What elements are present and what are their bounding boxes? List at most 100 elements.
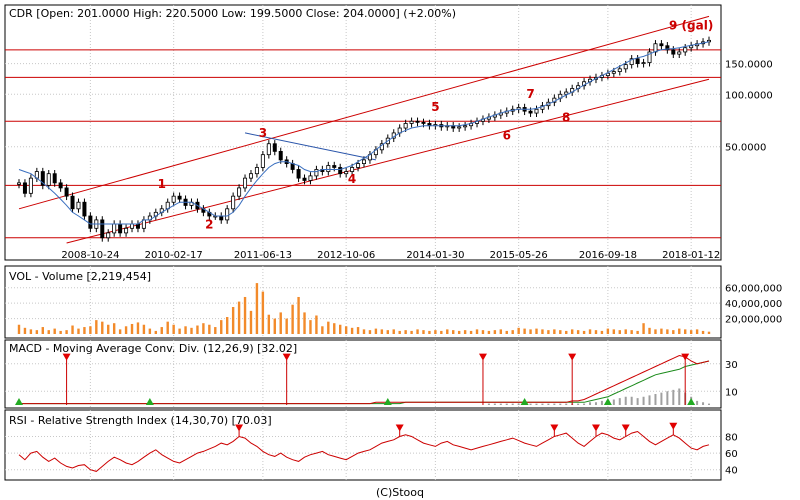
volume-bar [124, 326, 128, 334]
panel-frame-1 [4, 265, 722, 339]
volume-bar [440, 330, 443, 334]
candle-body [52, 173, 57, 184]
candle-body [605, 72, 610, 77]
macd-hist-bar [559, 403, 562, 405]
candle-body [231, 195, 236, 210]
rsi-signal-marker [669, 422, 678, 430]
volume-bar [237, 301, 241, 334]
candle-body [58, 182, 63, 189]
volume-bar [695, 329, 699, 334]
volume-bar [297, 296, 300, 334]
candle-body [641, 62, 646, 65]
volume-bar [374, 328, 378, 334]
macd-hist-bar [612, 399, 615, 405]
volume-bar [249, 310, 253, 334]
volume-panel-title: VOL - Volume [2,219,454] [9, 270, 151, 283]
volume-bar [166, 321, 169, 334]
macd-hist-bar [648, 395, 651, 405]
rsi-panel-title: RSI - Relative Strength Index (14,30,70)… [9, 414, 272, 427]
volume-bar [600, 330, 604, 334]
wave-label: 8 [562, 110, 570, 124]
candle-body [683, 47, 688, 53]
volume-bar [493, 330, 497, 334]
volume-bar [570, 329, 574, 334]
volume-bar [23, 327, 27, 334]
volume-bar [339, 324, 342, 334]
volume-bar [190, 327, 193, 334]
macd-hist-bar [666, 391, 669, 405]
volume-bar [160, 327, 163, 334]
wave-label: 5 [431, 100, 439, 114]
volume-bar [499, 329, 503, 334]
candle-body [671, 49, 676, 55]
candle-body [76, 201, 81, 210]
x-tick-label: 2012-10-06 [317, 250, 375, 261]
candle-body [314, 169, 319, 177]
volume-bar [107, 324, 110, 334]
volume-bar [547, 330, 550, 334]
y-tick-label: 50.0000 [725, 143, 766, 154]
volume-bar [95, 320, 98, 334]
volume-bar [315, 315, 318, 334]
volume-bar [136, 322, 140, 334]
volume-bar [565, 330, 568, 334]
volume-bar [416, 329, 419, 334]
volume-bar [672, 330, 675, 334]
macd-hist-bar [529, 403, 532, 405]
volume-bar [118, 329, 122, 334]
candle-body [409, 120, 414, 124]
volume-bar [214, 327, 217, 334]
wave-label: 4 [348, 172, 356, 186]
volume-bar [130, 323, 134, 334]
y-tick-label: 100.0000 [725, 90, 773, 101]
volume-bar [83, 327, 86, 334]
candle-body [350, 167, 355, 172]
volume-bar [684, 329, 687, 334]
volume-bar [446, 329, 449, 334]
panel-frame-3 [4, 409, 722, 481]
candle-body [28, 177, 33, 194]
candle-body [171, 195, 176, 203]
volume-bar [487, 330, 491, 334]
volume-bar [178, 328, 181, 334]
volume-bar [41, 327, 44, 334]
rsi-y-tick-label: 60 [725, 449, 738, 460]
macd-hist-bar [499, 403, 502, 405]
candle-body [243, 177, 248, 189]
candle-body [659, 43, 664, 47]
volume-bar [606, 328, 610, 334]
macd-hist-bar [660, 392, 663, 405]
volume-bar [428, 330, 431, 334]
candle-body [326, 165, 331, 172]
volume-bar [541, 329, 544, 334]
volume-bar [184, 326, 187, 334]
macd-hist-bar [678, 388, 681, 405]
macd-y-tick-label: 10 [725, 387, 738, 398]
candle-body [623, 64, 628, 70]
volume-bar [517, 327, 520, 334]
price-panel-title: CDR [Open: 201.0000 High: 220.5000 Low: … [9, 7, 456, 20]
volume-bar [559, 330, 562, 334]
volume-bar [291, 304, 294, 334]
candle-body [528, 110, 533, 114]
volume-bar [65, 330, 68, 334]
volume-bar [636, 330, 639, 334]
trend-minor [244, 132, 376, 161]
volume-bar [196, 325, 199, 334]
volume-bar [231, 307, 235, 334]
candle-body [40, 171, 45, 186]
macd-hist-bar [672, 389, 675, 405]
volume-bar [392, 329, 395, 334]
volume-bar [202, 323, 205, 334]
volume-bar [71, 325, 74, 334]
candle-body [463, 125, 468, 128]
candle-body [46, 173, 51, 186]
panel-frame-2 [4, 339, 722, 409]
y-tick-label: 150.0000 [725, 60, 773, 71]
volume-bar [618, 330, 621, 334]
rsi-signal-marker [550, 424, 559, 432]
candle-body [457, 126, 462, 129]
macd-panel-title: MACD - Moving Average Conv. Div. (12,26,… [9, 342, 297, 355]
volume-bar [29, 329, 33, 334]
